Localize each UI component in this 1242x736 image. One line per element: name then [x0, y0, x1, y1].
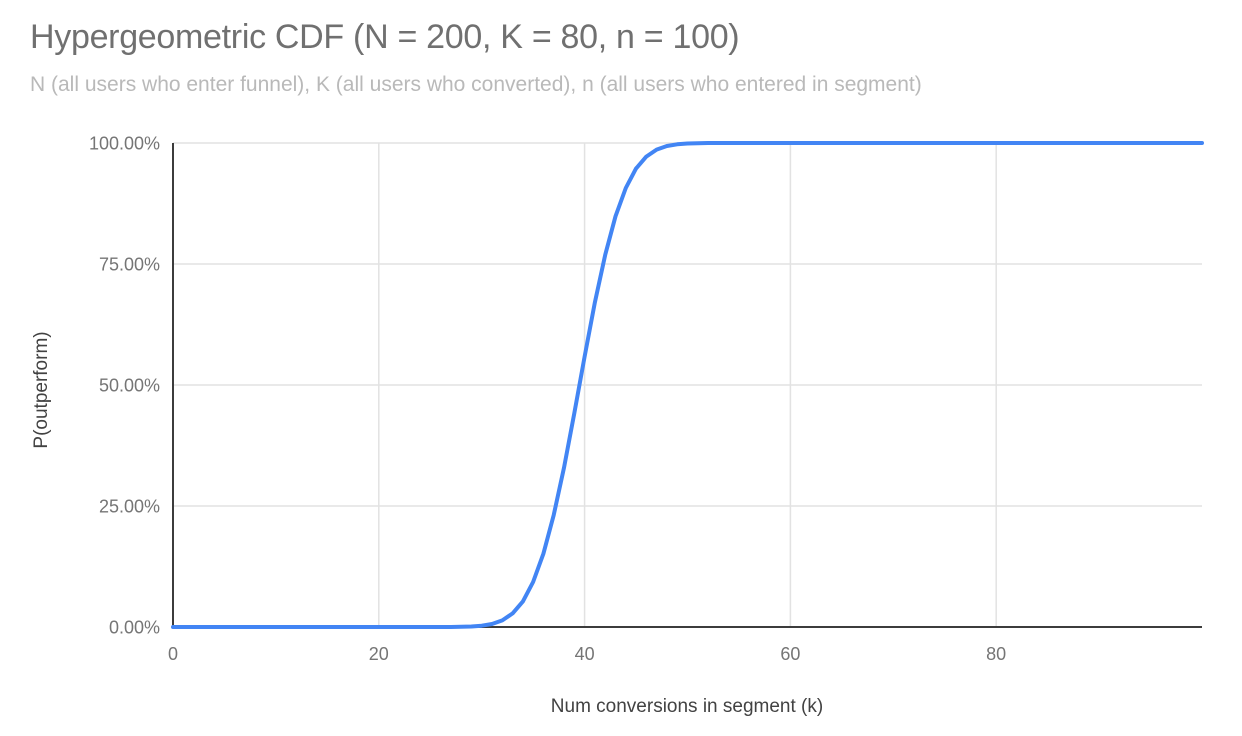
x-tick-label: 60	[780, 644, 800, 664]
x-tick-label: 20	[369, 644, 389, 664]
series-curve	[171, 141, 1204, 629]
y-tick-label: 0.00%	[109, 618, 160, 638]
x-tick-label: 80	[986, 644, 1006, 664]
y-axis-title: P(outperform)	[31, 331, 52, 448]
x-tick-label: 0	[168, 644, 178, 664]
series-line	[171, 141, 1204, 629]
y-tick-label: 100.00%	[89, 134, 160, 154]
x-axis-tick-labels: 0 20 40 60 80	[168, 644, 1006, 664]
gridlines	[173, 142, 1202, 627]
y-axis-tick-labels: 0.00% 25.00% 50.00% 75.00% 100.00%	[89, 134, 160, 638]
y-tick-label: 25.00%	[99, 497, 160, 517]
y-tick-label: 50.00%	[99, 376, 160, 396]
chart-subtitle: N (all users who enter funnel), K (all u…	[30, 73, 922, 96]
y-tick-label: 75.00%	[99, 255, 160, 275]
x-tick-label: 40	[575, 644, 595, 664]
x-axis-title: Num conversions in segment (k)	[551, 696, 823, 717]
chart-title: Hypergeometric CDF (N = 200, K = 80, n =…	[30, 18, 740, 56]
